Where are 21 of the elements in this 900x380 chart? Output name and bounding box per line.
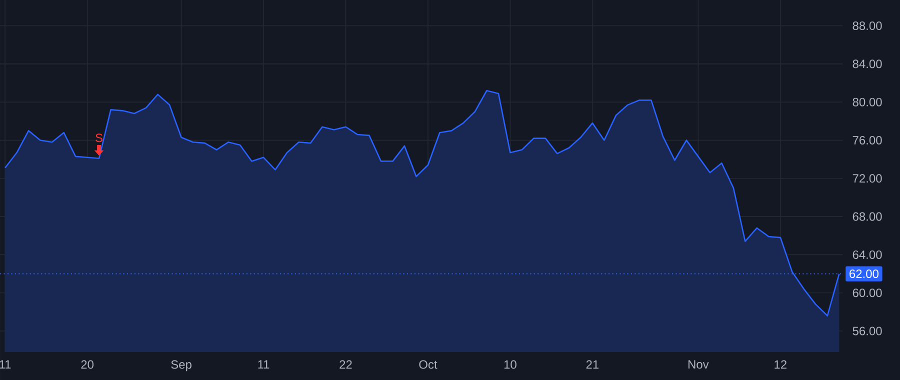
y-tick-label: 80.00 [852, 98, 882, 106]
annotation: S [96, 134, 103, 142]
x-tick-label: 11 [0, 360, 11, 369]
y-tick-label: 72.00 [852, 174, 882, 183]
x-tick-label: 11 [258, 360, 270, 369]
x-tick-label: Oct [419, 360, 438, 369]
y-tick-label: 76.00 [852, 136, 882, 144]
y-tick-label: 68.00 [852, 212, 882, 221]
y-tick-label: 60.00 [852, 288, 882, 298]
x-tick-label: Nov [688, 360, 709, 369]
x-tick-label: 20 [81, 360, 94, 369]
ref-line-label: 62.00 [850, 270, 879, 278]
x-tick-label: 10 [504, 360, 516, 369]
x-tick-label: 21 [586, 360, 599, 369]
y-tick-label: 84.00 [852, 60, 882, 68]
y-tick-label: 88.00 [852, 22, 882, 30]
x-tick-label: Sep [171, 360, 192, 372]
x-tick-label: 12 [774, 360, 786, 369]
x-tick-label: 22 [340, 360, 352, 369]
y-tick-label: 56.00 [852, 326, 882, 336]
y-tick-label: 64.00 [852, 250, 882, 259]
